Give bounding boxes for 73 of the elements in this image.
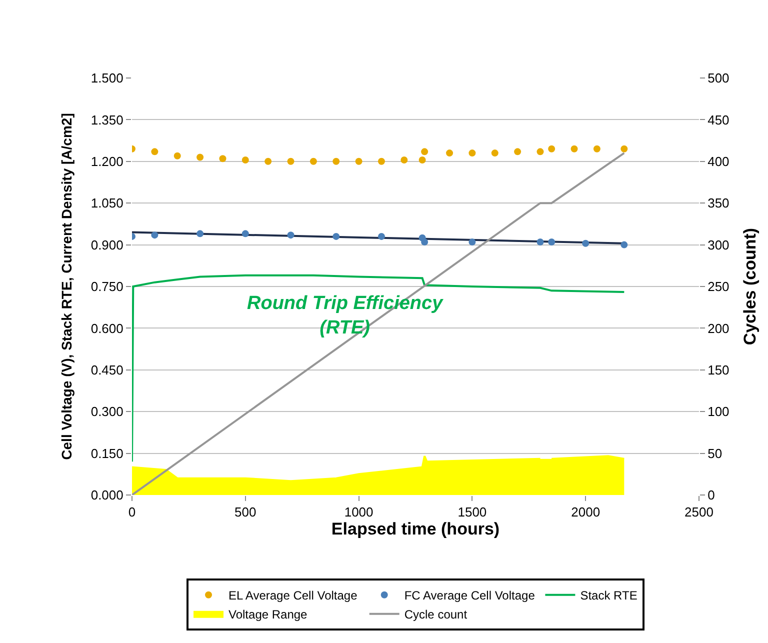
point: [536, 238, 544, 246]
x-tick-label: 0: [128, 504, 136, 520]
point: [421, 148, 428, 156]
point: [174, 152, 181, 160]
point: [264, 158, 272, 165]
y-tick-label: 1.200: [90, 154, 124, 169]
point: [593, 145, 600, 152]
x-tick-label: 2500: [684, 504, 714, 520]
legend-label: EL Average Cell Voltage: [228, 588, 358, 603]
y-tick-label: 1.350: [90, 112, 124, 128]
y2-tick-label: 200: [708, 320, 730, 336]
y-tick-label: 0.000: [90, 488, 124, 503]
y-tick-label: 1.500: [90, 70, 124, 86]
x-tick-label: 500: [234, 504, 256, 520]
legend-label: Voltage Range: [228, 608, 308, 622]
point: [468, 238, 476, 246]
y-tick-label: 0.150: [90, 446, 124, 461]
point: [219, 155, 226, 162]
y-axis-title: Cell Voltage (V), Stack RTE, Current Density [A/cm2]: [58, 113, 74, 460]
y2-tick-label: 350: [708, 196, 730, 211]
x-tick-label: 1500: [458, 504, 487, 520]
point: [332, 158, 340, 165]
point: [421, 238, 428, 246]
point: [378, 158, 385, 165]
point: [242, 230, 249, 238]
y-tick-label: 0.600: [90, 320, 124, 336]
y2-tick-label: 150: [708, 362, 730, 378]
y-tick-label: 0.900: [90, 237, 124, 252]
point: [582, 240, 590, 247]
y2-tick-label: 400: [708, 154, 730, 169]
point: [548, 238, 556, 246]
point: [242, 156, 249, 164]
y-tick-label: 0.450: [90, 362, 124, 378]
point: [310, 158, 317, 165]
y2-tick-label: 300: [708, 237, 730, 252]
point: [446, 150, 454, 157]
y2-tick-label: 100: [708, 404, 730, 420]
line-series: [132, 274, 626, 463]
point: [332, 232, 340, 240]
point: [468, 150, 476, 157]
y2-tick-label: 500: [708, 70, 730, 86]
point: [196, 230, 204, 238]
point: [491, 150, 498, 157]
point: [196, 154, 204, 161]
y2-tick-label: 450: [708, 112, 730, 128]
point: [400, 156, 408, 164]
y2-axis-title: Cycles (count): [740, 228, 760, 346]
point: [355, 158, 362, 165]
point: [287, 232, 294, 239]
y-tick-label: 0.750: [90, 279, 124, 294]
point: [570, 145, 578, 152]
y2-tick-label: 50: [708, 446, 722, 461]
point: [151, 148, 158, 156]
x-tick-label: 2000: [571, 504, 600, 520]
point: [287, 158, 294, 165]
point: [536, 148, 544, 156]
y-tick-label: 1.050: [90, 196, 124, 211]
x-axis-title: Elapsed time (hours): [331, 520, 500, 539]
annotation: Round Trip Efficiency (RTE): [247, 293, 444, 339]
y-tick-label: 0.300: [90, 404, 124, 420]
legend-label: Cycle count: [404, 608, 468, 622]
point: [620, 145, 628, 152]
y2-tick-label: 250: [708, 279, 730, 294]
point: [548, 145, 556, 152]
x-tick-label: 1000: [344, 504, 374, 520]
point: [418, 156, 426, 164]
point: [514, 148, 522, 156]
y2-tick-label: 0: [708, 488, 715, 503]
point: [378, 232, 385, 240]
legend-label: FC Average Cell Voltage: [404, 588, 536, 603]
point: [151, 232, 158, 239]
point: [620, 241, 628, 248]
legend-label: Stack RTE: [580, 588, 638, 603]
